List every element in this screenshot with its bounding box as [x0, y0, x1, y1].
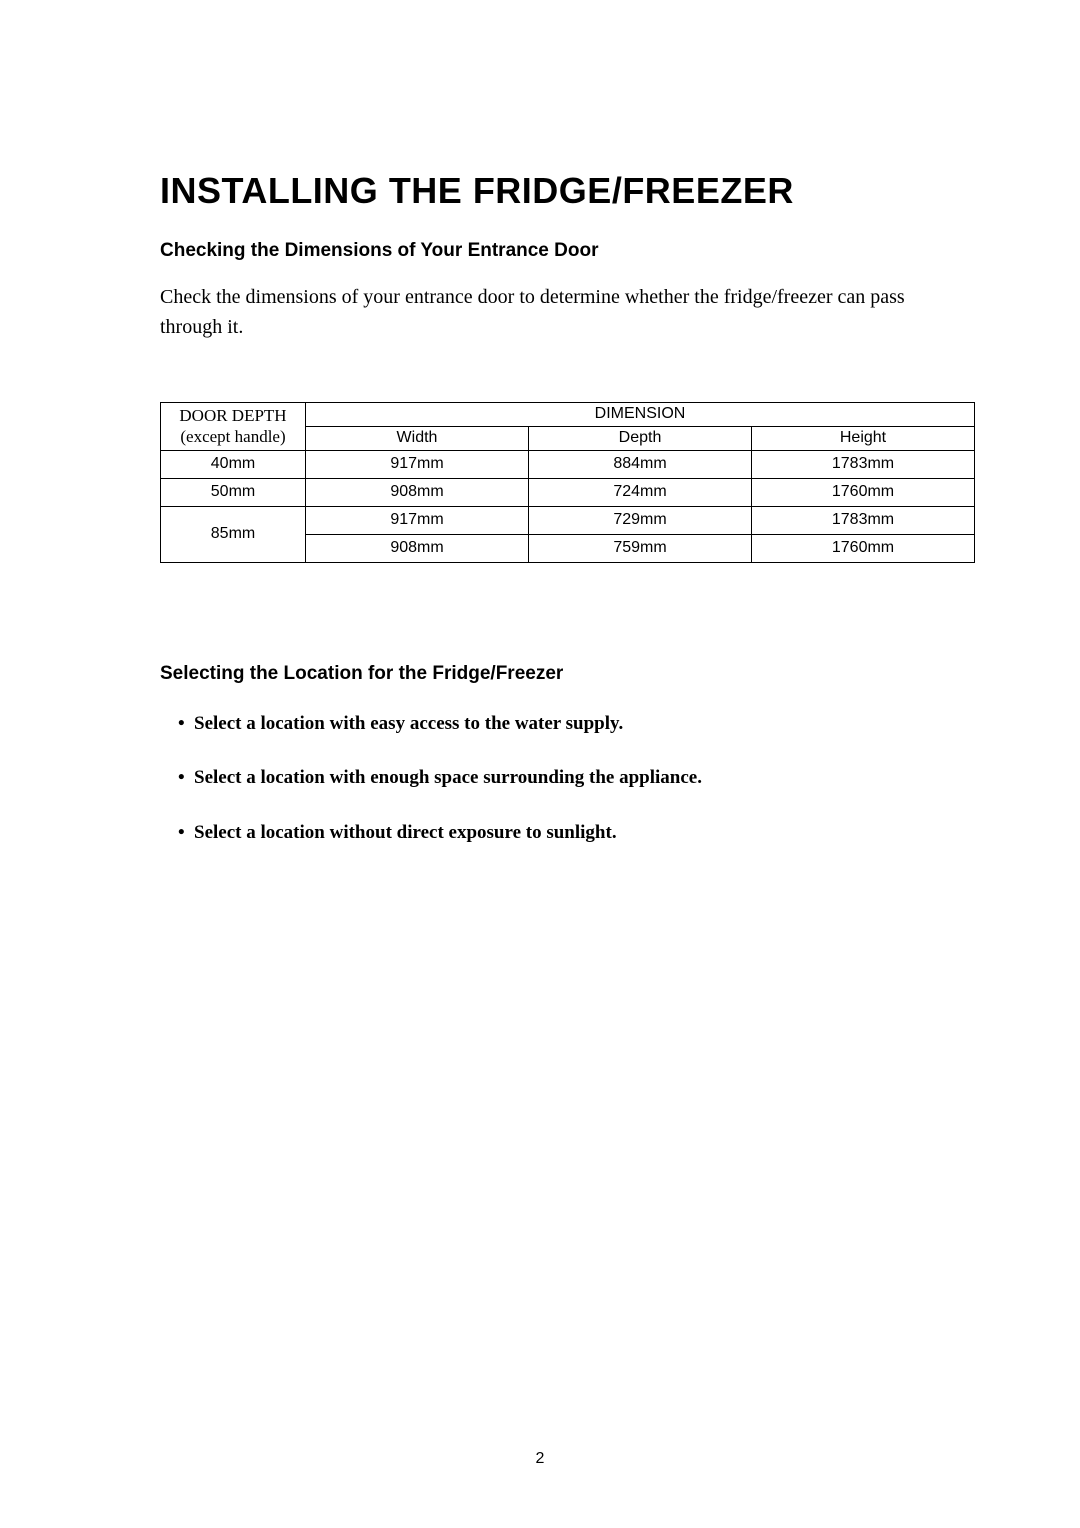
list-item: Select a location without direct exposur… [178, 820, 920, 847]
cell-width: 908mm [306, 534, 529, 562]
table-row: 40mm 917mm 884mm 1783mm [161, 450, 975, 478]
cell-door: 50mm [161, 478, 306, 506]
header-door-line2: (except handle) [180, 427, 285, 446]
header-dimension: DIMENSION [306, 403, 975, 427]
page-number: 2 [0, 1450, 1080, 1468]
section-heading-dimensions: Checking the Dimensions of Your Entrance… [160, 240, 920, 262]
table-row: 50mm 908mm 724mm 1760mm [161, 478, 975, 506]
table-row: 85mm 917mm 729mm 1783mm [161, 506, 975, 534]
cell-depth: 724mm [529, 478, 752, 506]
header-door-line1: DOOR DEPTH [179, 406, 286, 425]
cell-width: 908mm [306, 478, 529, 506]
subheader-width: Width [306, 426, 529, 450]
intro-paragraph: Check the dimensions of your entrance do… [160, 282, 920, 342]
cell-height: 1783mm [752, 450, 975, 478]
list-item: Select a location with enough space surr… [178, 765, 920, 792]
cell-depth: 884mm [529, 450, 752, 478]
cell-height: 1783mm [752, 506, 975, 534]
cell-door: 85mm [161, 506, 306, 562]
location-bullets: Select a location with easy access to th… [160, 711, 920, 847]
cell-width: 917mm [306, 450, 529, 478]
subheader-depth: Depth [529, 426, 752, 450]
dimensions-table: DOOR DEPTH (except handle) DIMENSION Wid… [160, 402, 975, 563]
page-title: INSTALLING THE FRIDGE/FREEZER [160, 170, 920, 212]
document-page: INSTALLING THE FRIDGE/FREEZER Checking t… [0, 0, 1080, 1528]
cell-width: 917mm [306, 506, 529, 534]
list-item: Select a location with easy access to th… [178, 711, 920, 738]
table-header-row: DOOR DEPTH (except handle) DIMENSION [161, 403, 975, 427]
cell-height: 1760mm [752, 478, 975, 506]
cell-height: 1760mm [752, 534, 975, 562]
section-heading-location: Selecting the Location for the Fridge/Fr… [160, 663, 920, 685]
cell-depth: 729mm [529, 506, 752, 534]
cell-door: 40mm [161, 450, 306, 478]
header-door-depth: DOOR DEPTH (except handle) [161, 403, 306, 451]
cell-depth: 759mm [529, 534, 752, 562]
subheader-height: Height [752, 426, 975, 450]
